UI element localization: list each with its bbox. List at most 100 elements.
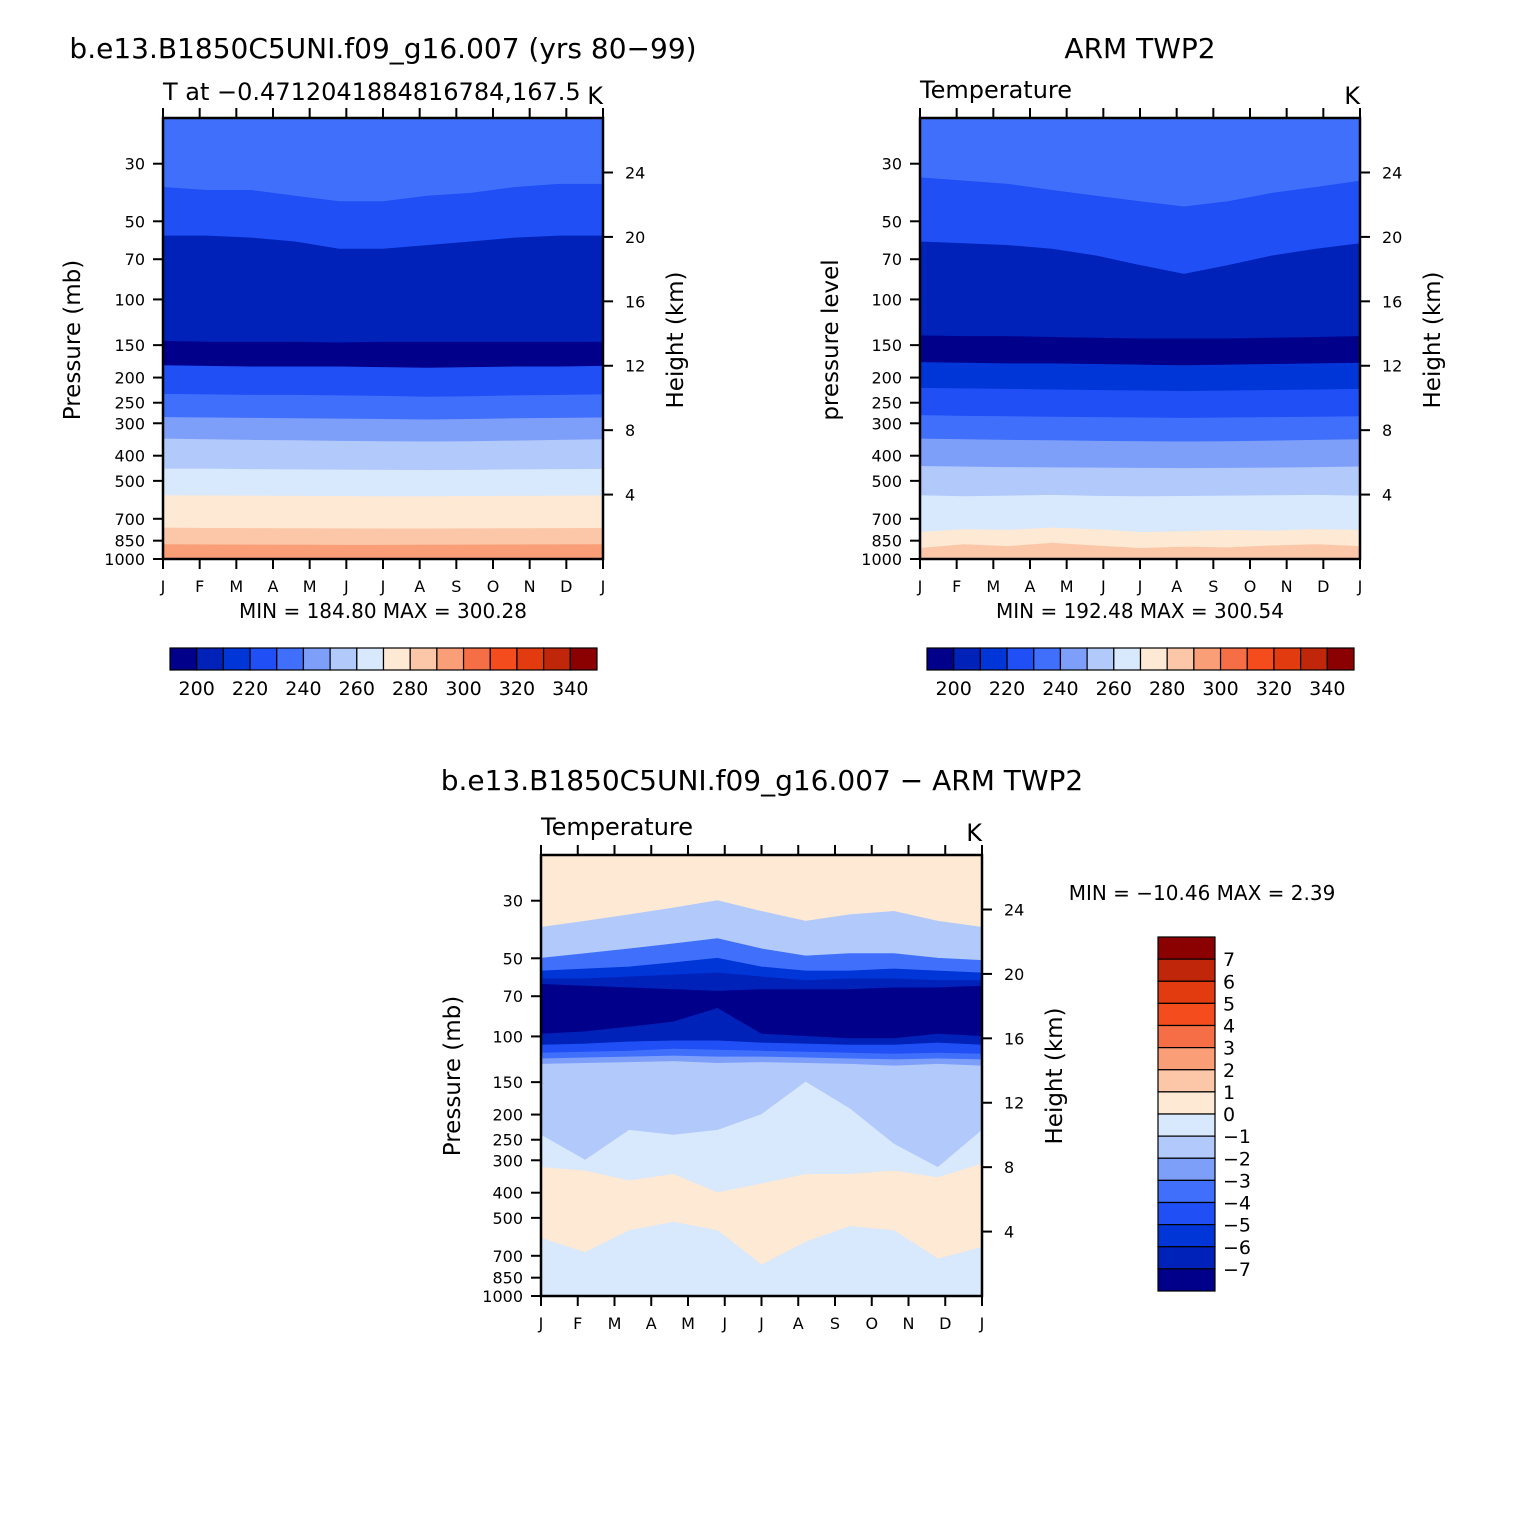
- x-tick-label: S: [1208, 577, 1218, 596]
- obs-title: ARM TWP2: [1064, 32, 1215, 65]
- y-tick-right-label: 24: [1004, 900, 1024, 919]
- colorbar-swatch: [409, 647, 438, 671]
- colorbar-swatch: [249, 647, 278, 671]
- x-tick-label: J: [758, 1314, 764, 1333]
- y-tick-label: 700: [871, 510, 902, 529]
- contour-band: [162, 544, 604, 560]
- y-tick-label: 300: [492, 1151, 523, 1170]
- diff-ylabel: Pressure (mb): [440, 996, 466, 1156]
- x-tick-label: J: [1100, 577, 1106, 596]
- obs-contour-bands: [919, 117, 1361, 560]
- x-tick-label: J: [600, 577, 606, 596]
- y-tick-label: 400: [114, 447, 145, 466]
- y-tick-label: 300: [871, 414, 902, 433]
- colorbar-swatch: [1157, 1024, 1216, 1049]
- colorbar-swatch: [1157, 958, 1216, 982]
- colorbar-swatch: [1157, 1201, 1216, 1226]
- colorbar-swatch: [436, 647, 465, 671]
- colorbar-label: 200: [179, 678, 215, 700]
- model-title: b.e13.B1850C5UNI.f09_g16.007 (yrs 80−99): [69, 32, 696, 65]
- colorbar-swatch: [516, 647, 545, 671]
- x-tick-label: M: [681, 1314, 695, 1333]
- y-tick-label: 50: [125, 212, 145, 231]
- contour-band: [919, 415, 1361, 443]
- colorbar-label: −1: [1223, 1126, 1251, 1148]
- colorbar-swatch: [1157, 1157, 1216, 1181]
- y-tick-label: 400: [871, 447, 902, 466]
- colorbar-label: 300: [1202, 678, 1238, 700]
- y-tick-label: 70: [882, 250, 902, 269]
- y-tick-label: 70: [125, 250, 145, 269]
- x-tick-label: M: [229, 577, 243, 596]
- x-tick-label: A: [1171, 577, 1182, 596]
- y-tick-right-label: 16: [1382, 292, 1402, 311]
- colorbar-swatch: [169, 647, 198, 671]
- colorbar-label: 200: [936, 678, 972, 700]
- colorbar-label: 2: [1223, 1060, 1235, 1082]
- colorbar-swatch: [356, 647, 385, 671]
- x-tick-label: M: [986, 577, 1000, 596]
- y-tick-label: 1000: [482, 1287, 523, 1306]
- y-tick-label: 250: [114, 394, 145, 413]
- obs-stats: MIN = 192.48 MAX = 300.54: [996, 599, 1284, 623]
- colorbar-label: 5: [1223, 993, 1235, 1015]
- colorbar-swatch: [222, 647, 251, 671]
- y-tick-right-label: 8: [1382, 421, 1392, 440]
- y-tick-label: 500: [114, 472, 145, 491]
- obs-ylabel-right: Height (km): [1420, 271, 1446, 408]
- x-tick-label: D: [1317, 577, 1329, 596]
- colorbar-swatch: [489, 647, 518, 671]
- contour-band: [162, 235, 604, 344]
- x-tick-label: N: [1281, 577, 1293, 596]
- y-tick-right-label: 4: [625, 486, 635, 505]
- y-tick-label: 200: [492, 1106, 523, 1125]
- colorbar-swatch: [1006, 647, 1035, 671]
- obs-panel: ARM TWP2 Temperature K J F M A M J J A S O N D J 30 50…: [818, 32, 1446, 700]
- colorbar-label: −5: [1223, 1215, 1251, 1237]
- colorbar-swatch: [1157, 1069, 1216, 1093]
- colorbar-label: 320: [499, 678, 535, 700]
- colorbar-label: 340: [552, 678, 588, 700]
- contour-band: [162, 340, 604, 369]
- diff-title: b.e13.B1850C5UNI.f09_g16.007 − ARM TWP2: [441, 764, 1084, 797]
- colorbar-label: −3: [1223, 1170, 1251, 1192]
- y-tick-label: 850: [871, 532, 902, 551]
- y-tick-label: 500: [871, 472, 902, 491]
- colorbar-label: 280: [392, 678, 428, 700]
- y-tick-label: 150: [114, 336, 145, 355]
- colorbar-label: 6: [1223, 971, 1235, 993]
- y-tick-label: 50: [882, 212, 902, 231]
- colorbar-swatch: [1113, 647, 1142, 671]
- x-tick-label: N: [903, 1314, 915, 1333]
- model-subtitle: T at −0.4712041884816784,167.5: [162, 78, 581, 106]
- contour-band: [162, 393, 604, 421]
- y-tick-label: 1000: [861, 550, 902, 569]
- y-tick-label: 1000: [104, 550, 145, 569]
- y-tick-right-label: 12: [1004, 1094, 1024, 1113]
- colorbar-label: 220: [989, 678, 1025, 700]
- x-tick-label: J: [380, 577, 386, 596]
- y-tick-label: 100: [492, 1027, 523, 1046]
- model-stats: MIN = 184.80 MAX = 300.28: [239, 599, 527, 623]
- colorbar-swatch: [1033, 647, 1062, 671]
- model-panel: b.e13.B1850C5UNI.f09_g16.007 (yrs 80−99)…: [60, 32, 697, 700]
- y-tick-right-label: 8: [625, 421, 635, 440]
- y-tick-label: 250: [871, 394, 902, 413]
- colorbar-swatch: [1157, 1113, 1216, 1137]
- colorbar-swatch: [979, 647, 1008, 671]
- x-tick-label: M: [1060, 577, 1074, 596]
- x-tick-label: J: [917, 577, 923, 596]
- model-ylabel-right: Height (km): [663, 271, 689, 408]
- y-tick-label: 300: [114, 414, 145, 433]
- diff-panel: b.e13.B1850C5UNI.f09_g16.007 − ARM TWP2 …: [440, 764, 1335, 1333]
- colorbar-swatch: [1157, 936, 1216, 960]
- y-tick-right-label: 24: [1382, 163, 1402, 182]
- x-tick-label: S: [451, 577, 461, 596]
- diff-stats: MIN = −10.46 MAX = 2.39: [1069, 881, 1336, 905]
- colorbar-swatch: [1273, 647, 1302, 671]
- colorbar-swatch: [543, 647, 571, 671]
- colorbar-label: 260: [339, 678, 375, 700]
- colorbar-swatch: [1139, 647, 1168, 671]
- obs-ylabel: pressure level: [818, 259, 844, 420]
- contour-band: [919, 335, 1361, 367]
